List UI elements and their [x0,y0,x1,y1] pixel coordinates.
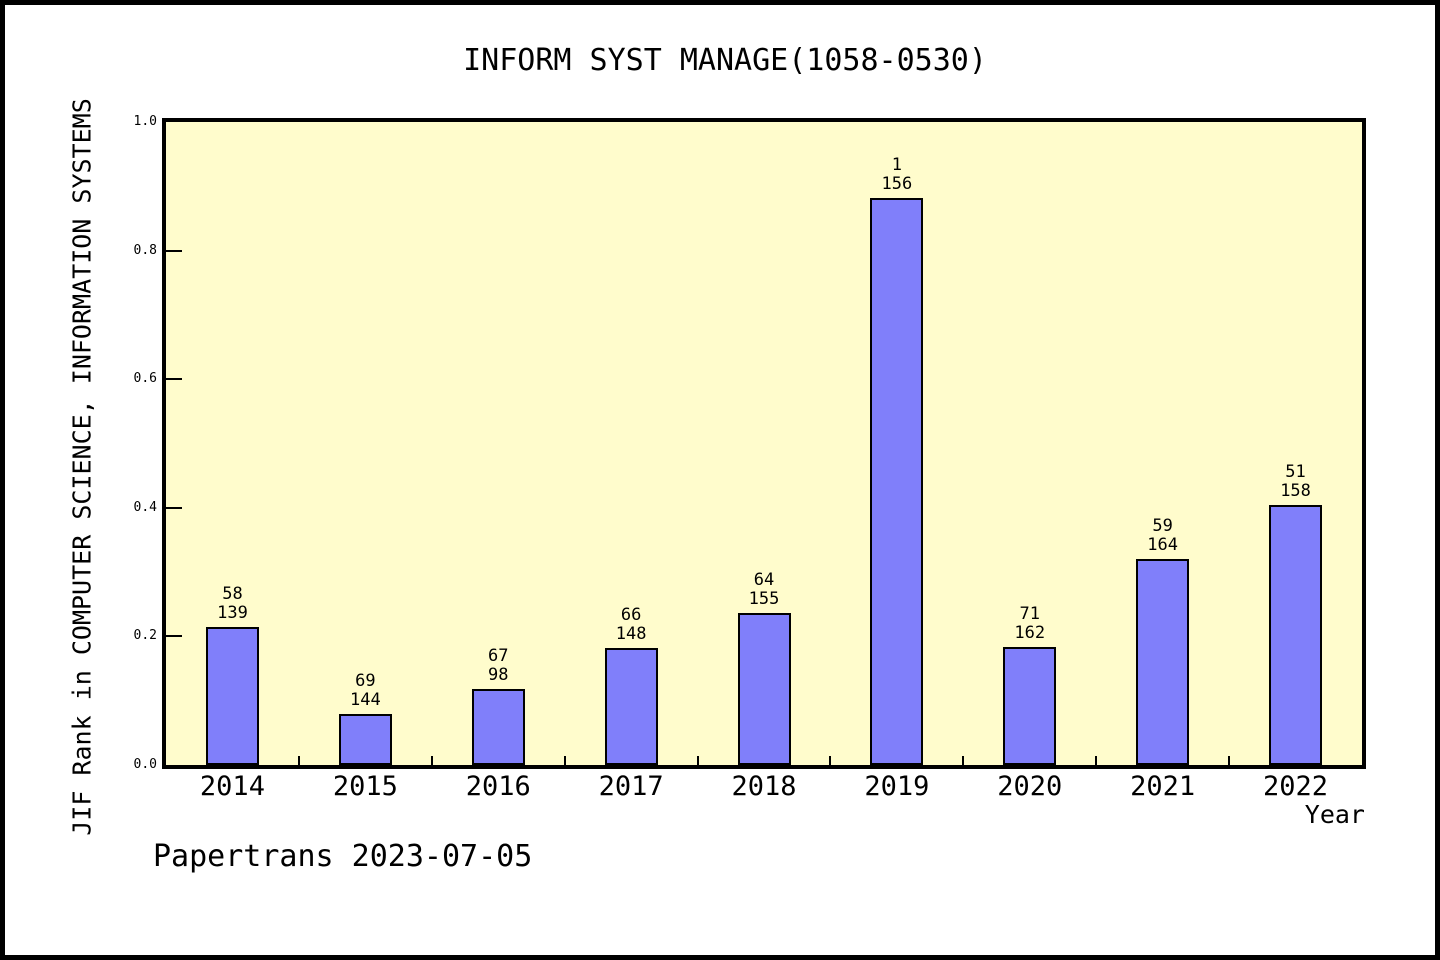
bar-2018 [737,613,791,765]
bar-total-value: 98 [487,665,509,685]
bar-value-label-2018: 64 155 [694,571,834,609]
bar-value-label-2022: 51 158 [1226,463,1366,501]
y-tick-label-0.8: 0.8 [133,242,157,258]
bar-2019 [870,198,924,765]
x-minor-tick [297,756,300,765]
x-minor-tick [696,756,699,765]
footer-watermark: Papertrans 2023-07-05 [153,839,533,874]
x-tick-label-2021: 2021 [1130,771,1196,802]
x-tick-label-2020: 2020 [997,771,1063,802]
bar-rank-value: 66 [620,605,642,625]
bar-total-value: 156 [881,174,913,194]
x-minor-tick [563,756,566,765]
y-tick-label-0.2: 0.2 [133,628,157,644]
x-tick-label-2022: 2022 [1263,771,1329,802]
plot-area: 58 139 69 144 67 98 66 148 64 155 1 156 71 162 59 164 51… [162,118,1366,769]
x-minor-tick [962,756,965,765]
x-minor-tick [1228,756,1231,765]
plot-inner: 58 139 69 144 67 98 66 148 64 155 1 156 71 162 59 164 51… [166,122,1362,765]
x-minor-tick [829,756,832,765]
bar-value-label-2017: 66 148 [561,606,701,644]
bar-2021 [1136,559,1190,765]
bar-value-label-2020: 71 162 [960,605,1100,643]
y-tick-label-1.0: 1.0 [133,114,157,129]
x-axis-label: Year [1304,800,1365,829]
bar-2014 [205,627,259,765]
bar-rank-value: 71 [1019,604,1040,624]
x-tick-label-2017: 2017 [598,771,664,802]
y-axis-label: JIF Rank in COMPUTER SCIENCE, INFORMATIO… [67,98,97,836]
y-tick [166,378,182,381]
x-tick-label-2019: 2019 [864,771,930,802]
bar-rank-value: 1 [891,155,902,175]
x-tick-label-2015: 2015 [332,771,398,802]
bar-value-label-2015: 69 144 [295,672,435,710]
bar-value-label-2019: 1 156 [827,156,967,194]
bar-total-value: 162 [1014,623,1046,643]
bar-value-label-2021: 59 164 [1093,517,1233,555]
bar-total-value: 139 [217,603,248,623]
bar-value-label-2016: 67 98 [428,647,568,685]
chart-title: INFORM SYST MANAGE(1058-0530) [463,43,987,78]
bar-2022 [1269,505,1323,765]
bar-2020 [1003,647,1057,765]
bar-rank-value: 64 [753,570,775,590]
bar-value-label-2014: 58 139 [162,585,302,623]
x-tick-label-2016: 2016 [465,771,531,802]
x-tick-label-2014: 2014 [199,771,265,802]
bar-total-value: 155 [748,589,780,609]
x-tick-label-2018: 2018 [731,771,797,802]
bar-total-value: 158 [1280,481,1311,501]
bar-rank-value: 59 [1152,516,1173,536]
bar-2015 [338,714,392,765]
x-minor-tick [1095,756,1098,765]
bar-rank-value: 58 [222,584,243,604]
bar-rank-value: 67 [487,646,509,666]
bar-total-value: 148 [615,624,647,644]
y-tick-label-0.6: 0.6 [133,371,157,387]
bar-rank-value: 69 [355,671,376,691]
y-tick [166,249,182,252]
x-minor-tick [430,756,433,765]
bar-rank-value: 51 [1285,462,1306,482]
bar-2016 [471,689,525,765]
y-tick [166,506,182,509]
bar-total-value: 144 [349,690,381,710]
bar-2017 [604,648,658,765]
y-tick-label-0.4: 0.4 [133,499,157,515]
y-tick-label-0.0: 0.0 [133,757,157,772]
y-tick [166,635,182,638]
bar-total-value: 164 [1147,535,1179,555]
